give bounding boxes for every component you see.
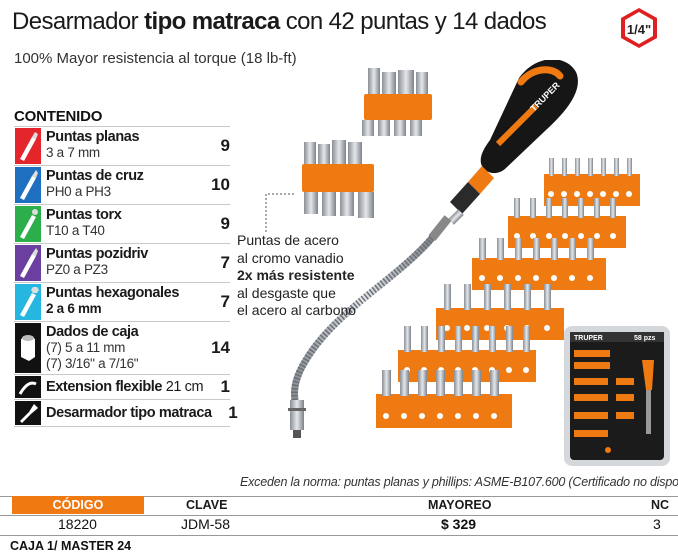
header-nc: NC <box>651 498 670 512</box>
contents-heading: CONTENIDO <box>14 108 103 125</box>
list-item: Desarmador tipo matraca 1 <box>14 399 238 427</box>
header-clave: CLAVE <box>186 498 228 512</box>
item-name: Desarmador tipo matraca <box>46 405 212 421</box>
bit-rack-3 <box>472 238 606 290</box>
spec-table-header <box>0 496 678 516</box>
package-count: 58 pzs <box>634 335 656 342</box>
material-callout: Puntas de acero al cromo vanadio 2x más … <box>237 232 367 320</box>
list-item: Puntas torx T10 a T40 9 <box>14 204 230 243</box>
item-qty: 14 <box>211 338 230 357</box>
package-logo: TRUPER <box>574 335 603 342</box>
item-desc: 3 a 7 mm <box>46 145 100 160</box>
cell-codigo: 18220 <box>58 516 97 532</box>
badge-label: 1/4" <box>627 22 651 37</box>
pozidriv-bit-icon <box>14 244 42 282</box>
product-package: TRUPER 58 pzs <box>564 326 670 466</box>
callout-line: Puntas de acero <box>237 232 339 248</box>
bit-rack-1 <box>544 158 640 206</box>
list-item: Puntas hexagonales 2 a 6 mm 7 <box>14 282 230 321</box>
item-qty: 10 <box>211 175 230 194</box>
item-desc: T10 a T40 <box>46 223 105 238</box>
flexible-extension-icon <box>14 375 42 399</box>
drive-size-badge-icon: 1/4" <box>617 6 661 50</box>
callout-line: al cromo vanadio <box>237 249 344 266</box>
item-desc: PZ0 a PZ3 <box>46 262 108 277</box>
socket-rack-left <box>302 140 374 218</box>
socket-rack-top <box>362 68 432 136</box>
item-name: Puntas pozidriv <box>46 246 148 262</box>
cell-clave: JDM-58 <box>181 516 231 532</box>
item-name: Puntas hexagonales <box>46 285 180 301</box>
hex-bit-icon <box>14 283 42 321</box>
item-name: Extension flexible 21 cm <box>46 379 204 395</box>
item-qty: 9 <box>220 214 230 233</box>
list-item: Puntas de cruz PH0 a PH3 10 <box>14 165 230 204</box>
contents-list: Puntas planas 3 a 7 mm 9 Puntas de cruz PH… <box>14 126 238 427</box>
flexible-extension <box>288 215 452 438</box>
item-desc: (7) 5 a 11 mm <box>46 340 126 355</box>
table-divider <box>0 535 678 536</box>
list-item: Puntas pozidriv PZ0 a PZ3 7 <box>14 243 230 282</box>
item-desc: 2 a 6 mm <box>46 301 102 316</box>
ratchet-screwdriver: TRUPER <box>448 59 578 225</box>
bit-rack-6 <box>376 370 512 428</box>
list-item: Dados de caja (7) 5 a 11 mm (7) 3/16" a 7/… <box>14 321 230 374</box>
subtitle: 100% Mayor resistencia al torque (18 lb-… <box>14 50 297 67</box>
header-codigo: CÓDIGO <box>12 496 144 514</box>
socket-icon <box>14 322 42 374</box>
item-name: Puntas de cruz <box>46 168 144 184</box>
cell-mayoreo: $ 329 <box>441 516 477 532</box>
item-desc-2: (7) 3/16" a 7/16" <box>46 356 139 371</box>
item-desc: PH0 a PH3 <box>46 184 111 199</box>
header-mayoreo: MAYOREO <box>428 498 492 512</box>
list-item: Extension flexible 21 cm 1 <box>14 374 230 399</box>
standard-note: Exceden la norma: puntas planas y philli… <box>240 475 678 489</box>
phillips-bit-icon <box>14 166 42 204</box>
item-name: Puntas torx <box>46 207 122 223</box>
page-title: Desarmador tipo matraca con 42 puntas y … <box>12 8 547 35</box>
flat-bit-icon <box>14 127 42 165</box>
callout-line-highlight: 2x más resistente <box>237 267 355 283</box>
bit-rack-2 <box>508 198 626 248</box>
callout-line: al desgaste que <box>237 284 336 301</box>
item-name: Dados de caja <box>46 324 139 340</box>
item-qty: 7 <box>220 253 230 272</box>
item-qty: 7 <box>220 292 230 311</box>
item-name: Puntas planas <box>46 129 140 145</box>
item-qty: 1 <box>228 403 238 422</box>
item-qty: 9 <box>220 136 230 155</box>
cell-nc: 3 <box>653 516 661 532</box>
list-item: Puntas planas 3 a 7 mm 9 <box>14 126 230 165</box>
packaging-note: CAJA 1/ MASTER 24 <box>10 539 132 553</box>
product-illustration: TRUPER <box>236 59 678 472</box>
callout-line: el acero al carbono <box>237 302 357 318</box>
item-qty: 1 <box>220 377 230 396</box>
torx-bit-icon <box>14 205 42 243</box>
ratchet-screwdriver-icon <box>14 400 42 426</box>
